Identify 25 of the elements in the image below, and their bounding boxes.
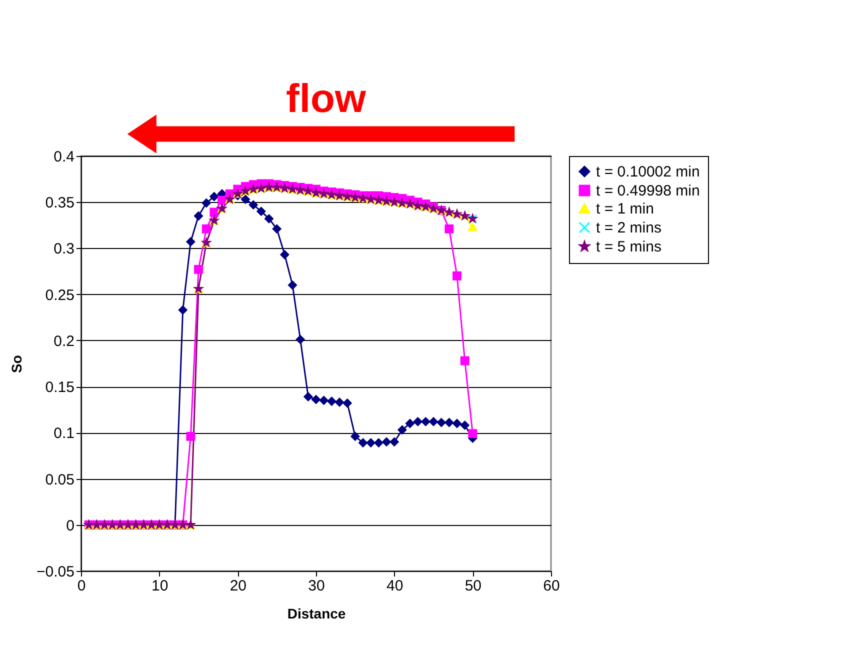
y-tick-label: 0.1 <box>54 425 74 442</box>
legend-label: t = 5 mins <box>596 238 662 256</box>
x-tick-label: 50 <box>464 578 482 594</box>
y-tick-label: 0.15 <box>45 379 74 396</box>
y-tick-label: 0 <box>66 517 74 534</box>
x-tick-label: 20 <box>230 578 247 594</box>
y-tick-label: 0.2 <box>54 332 74 350</box>
y-tick-label: 0.25 <box>45 286 74 304</box>
y-axis-title: So <box>8 355 25 373</box>
y-tick-label: 0.35 <box>45 194 74 212</box>
legend-label: t = 0.10002 min <box>596 164 700 180</box>
y-tick-label: 0.4 <box>54 148 74 166</box>
x-tick-label: 60 <box>543 578 560 594</box>
legend-label: t = 1 min <box>596 200 654 218</box>
x-tick-label: 0 <box>77 578 86 594</box>
x-axis-title: Distance <box>287 606 346 622</box>
x-tick-label: 10 <box>151 578 168 594</box>
x-tick-label: 30 <box>308 578 325 594</box>
legend-label: t = 2 mins <box>596 220 662 236</box>
x-tick-label: 40 <box>386 578 404 594</box>
y-tick-label: 0.3 <box>54 240 74 258</box>
y-tick-label: −0.05 <box>36 564 74 580</box>
y-tick-label: 0.05 <box>45 471 74 488</box>
text: flow <box>286 77 367 121</box>
legend-label: t = 0.49998 min <box>596 182 700 200</box>
